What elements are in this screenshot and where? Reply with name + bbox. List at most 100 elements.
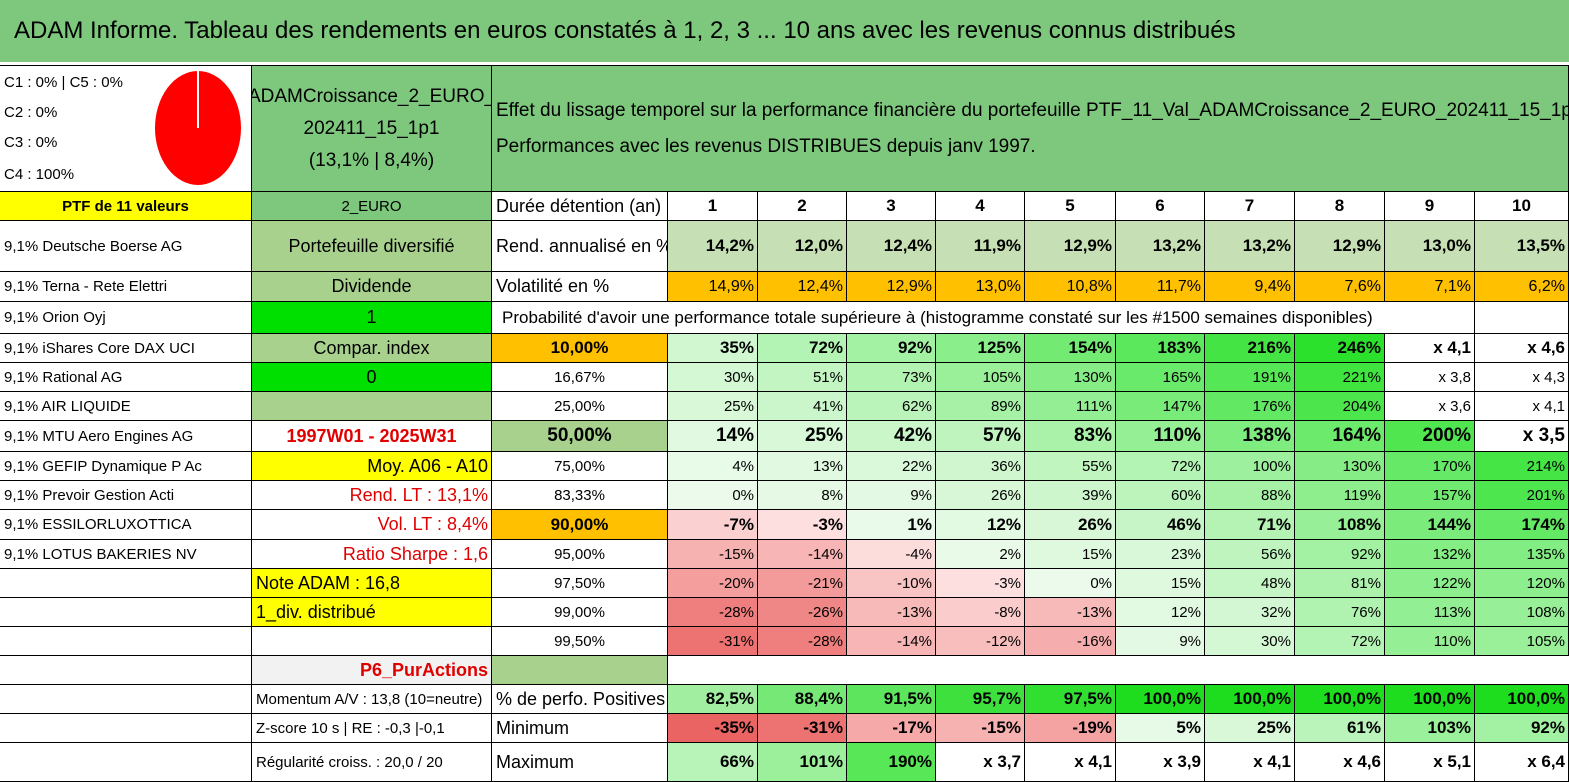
portfolio-name-line3: (13,1% | 8,4%) bbox=[308, 149, 435, 171]
prob-value: -26% bbox=[758, 598, 847, 627]
rend-value: 13,0% bbox=[1385, 221, 1475, 272]
rend-value: 13,2% bbox=[1116, 221, 1205, 272]
prob-value: 214% bbox=[1475, 452, 1569, 481]
prob-value: 92% bbox=[847, 334, 936, 363]
prob-value: 0% bbox=[1025, 569, 1116, 598]
report-title: ADAM Informe. Tableau des rendements en … bbox=[0, 0, 1569, 62]
prob-value: x 3,8 bbox=[1385, 363, 1475, 392]
min-value: 5% bbox=[1116, 714, 1205, 743]
prob-value: 201% bbox=[1475, 481, 1569, 510]
prob-value: 170% bbox=[1385, 452, 1475, 481]
prob-value: 48% bbox=[1205, 569, 1295, 598]
prob-value: 92% bbox=[1295, 540, 1385, 569]
prob-value: -20% bbox=[668, 569, 758, 598]
prob-threshold: 83,33% bbox=[492, 481, 668, 510]
prob-value: 36% bbox=[936, 452, 1025, 481]
prob-value: 62% bbox=[847, 392, 936, 421]
holding-empty bbox=[0, 656, 252, 685]
prob-value: 4% bbox=[668, 452, 758, 481]
year-header: 2 bbox=[758, 192, 847, 221]
prob-value: 32% bbox=[1205, 598, 1295, 627]
prob-value: -31% bbox=[668, 627, 758, 656]
prob-value: 110% bbox=[1385, 627, 1475, 656]
prob-value: 89% bbox=[936, 392, 1025, 421]
prob-value: 154% bbox=[1025, 334, 1116, 363]
info-cell: Z-score 10 s | RE : -0,3 |-0,1 bbox=[252, 714, 492, 743]
prob-value: 14% bbox=[668, 421, 758, 452]
year-header: 1 bbox=[668, 192, 758, 221]
prob-value: 191% bbox=[1205, 363, 1295, 392]
pos-value: 91,5% bbox=[847, 685, 936, 714]
currency-label: 2_EURO bbox=[252, 192, 492, 221]
ptf-label: PTF de 11 valeurs bbox=[0, 192, 252, 221]
prob-value: -13% bbox=[847, 598, 936, 627]
min-value: 25% bbox=[1205, 714, 1295, 743]
min-value: 92% bbox=[1475, 714, 1569, 743]
vol-value: 7,6% bbox=[1295, 272, 1385, 302]
prob-threshold: 99,00% bbox=[492, 598, 668, 627]
prob-value: 13% bbox=[758, 452, 847, 481]
max-value: x 4,6 bbox=[1295, 743, 1385, 782]
duration-label: Durée détention (an) bbox=[492, 192, 668, 221]
info-cell: P6_PurActions bbox=[252, 656, 492, 685]
prob-value: 25% bbox=[668, 392, 758, 421]
rend-value: 12,0% bbox=[758, 221, 847, 272]
prob-value: 51% bbox=[758, 363, 847, 392]
year-header: 5 bbox=[1025, 192, 1116, 221]
prob-value: -15% bbox=[668, 540, 758, 569]
vol-value: 10,8% bbox=[1025, 272, 1116, 302]
prob-value: -14% bbox=[847, 627, 936, 656]
prob-header-empty bbox=[1475, 302, 1569, 334]
prob-value: 55% bbox=[1025, 452, 1116, 481]
prob-value: 26% bbox=[1025, 510, 1116, 540]
prob-value: 108% bbox=[1475, 598, 1569, 627]
info-cell: 1_div. distribué bbox=[252, 598, 492, 627]
prob-value: 15% bbox=[1025, 540, 1116, 569]
prob-value: 165% bbox=[1116, 363, 1205, 392]
info-cell: Ratio Sharpe : 1,6 bbox=[252, 540, 492, 569]
min-value: -35% bbox=[668, 714, 758, 743]
prob-value: 204% bbox=[1295, 392, 1385, 421]
prob-value: 41% bbox=[758, 392, 847, 421]
portfolio-name-line1: ADAMCroissance_2_EURO_ bbox=[252, 85, 492, 107]
prob-value: 157% bbox=[1385, 481, 1475, 510]
prob-threshold: 50,00% bbox=[492, 421, 668, 452]
prob-value: 135% bbox=[1475, 540, 1569, 569]
prob-value: 216% bbox=[1205, 334, 1295, 363]
year-header: 10 bbox=[1475, 192, 1569, 221]
holding-empty bbox=[0, 569, 252, 598]
info-cell: 0 bbox=[252, 363, 492, 392]
year-header: 3 bbox=[847, 192, 936, 221]
prob-value: x 4,1 bbox=[1475, 392, 1569, 421]
prob-value: 174% bbox=[1475, 510, 1569, 540]
min-value: -15% bbox=[936, 714, 1025, 743]
prob-value: 164% bbox=[1295, 421, 1385, 452]
info-cell: Rend. LT : 13,1% bbox=[252, 481, 492, 510]
prob-value: x 3,5 bbox=[1475, 421, 1569, 452]
holding-item: 9,1% Rational AG bbox=[0, 363, 252, 392]
pos-value: 95,7% bbox=[936, 685, 1025, 714]
min-value: 103% bbox=[1385, 714, 1475, 743]
holding-item: 9,1% Deutsche Boerse AG bbox=[0, 221, 252, 272]
composition-pie-chart bbox=[153, 69, 243, 187]
prob-value: 71% bbox=[1205, 510, 1295, 540]
vol-label: Volatilité en % bbox=[492, 272, 668, 302]
holding-item: 9,1% Prevoir Gestion Acti bbox=[0, 481, 252, 510]
info-cell: Compar. index bbox=[252, 334, 492, 363]
portfolio-name-cell: ADAMCroissance_2_EURO_ 202411_15_1p1 (13,1… bbox=[252, 66, 492, 192]
pos-value: 100,0% bbox=[1385, 685, 1475, 714]
portfolio-name-line2: 202411_15_1p1 bbox=[303, 117, 440, 139]
pos-value: 88,4% bbox=[758, 685, 847, 714]
prob-value: 108% bbox=[1295, 510, 1385, 540]
info-cell: Régularité croiss. : 20,0 / 20 bbox=[252, 743, 492, 782]
year-header: 8 bbox=[1295, 192, 1385, 221]
prob-value: 9% bbox=[1116, 627, 1205, 656]
prob-value: 221% bbox=[1295, 363, 1385, 392]
rend-label: Rend. annualisé en % bbox=[492, 221, 668, 272]
max-value: x 3,9 bbox=[1116, 743, 1205, 782]
description-cell: Effet du lissage temporel sur la perform… bbox=[492, 66, 1569, 192]
prob-value: -16% bbox=[1025, 627, 1116, 656]
prob-threshold: 90,00% bbox=[492, 510, 668, 540]
prob-threshold: 10,00% bbox=[492, 334, 668, 363]
rend-value: 12,9% bbox=[1295, 221, 1385, 272]
